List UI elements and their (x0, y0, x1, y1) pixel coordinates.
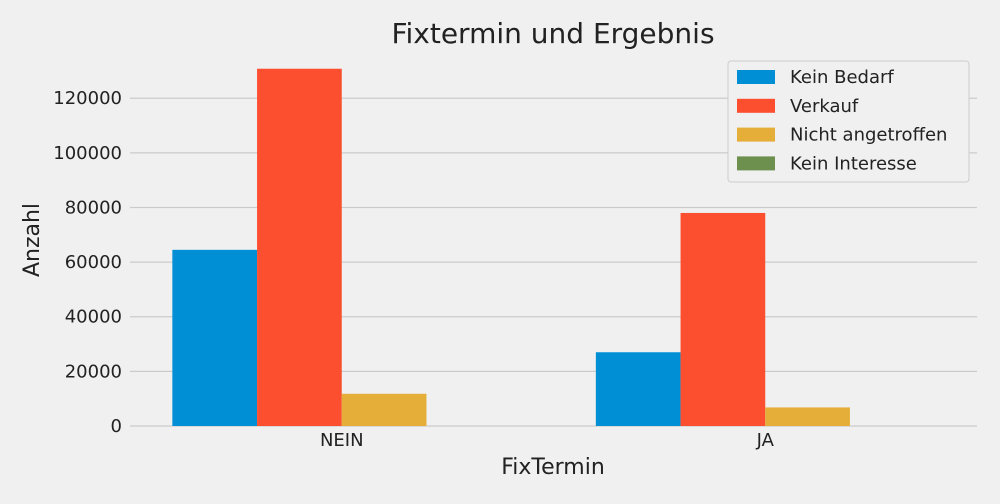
bar-ja-nicht-angetroffen (765, 407, 850, 426)
y-tick-label: 120000 (53, 88, 122, 109)
y-axis-label: Anzahl (20, 203, 45, 277)
legend-box (727, 60, 970, 183)
y-tick-label: 80000 (65, 197, 122, 218)
y-tick-label: 60000 (65, 252, 122, 273)
x-axis-label: FixTermin (501, 455, 605, 480)
y-tick-label: 20000 (65, 361, 122, 382)
x-tick-labels: NEIN JA (320, 430, 775, 451)
legend-swatch (737, 156, 775, 171)
chart-title: Fixtermin und Ergebnis (391, 17, 714, 50)
x-tick-label: NEIN (320, 430, 364, 451)
y-tick-label: 0 (111, 416, 122, 437)
legend-swatch (737, 70, 775, 84)
bar-nein-kein-bedarf (172, 249, 258, 426)
legend: Kein Bedarf Verkauf Nicht angetroffen Kein … (727, 60, 970, 183)
legend-label: Verkauf (790, 96, 859, 117)
bar-ja-kein-bedarf (595, 352, 681, 426)
legend-swatch (737, 127, 775, 142)
bar-nein-nicht-angetroffen (341, 393, 427, 426)
legend-label: Kein Bedarf (790, 67, 894, 88)
legend-swatch (737, 98, 775, 113)
y-tick-labels: 0 20000 40000 60000 80000 100000 120000 (53, 88, 122, 437)
bar-nein-verkauf (257, 68, 342, 426)
y-tick-label: 40000 (65, 307, 122, 328)
y-tick-label: 100000 (53, 143, 122, 164)
legend-label: Kein Interesse (790, 153, 917, 174)
bar-ja-verkauf (680, 212, 766, 426)
x-tick-label: JA (756, 430, 775, 451)
bars (172, 68, 850, 426)
legend-label: Nicht angetroffen (790, 125, 947, 146)
